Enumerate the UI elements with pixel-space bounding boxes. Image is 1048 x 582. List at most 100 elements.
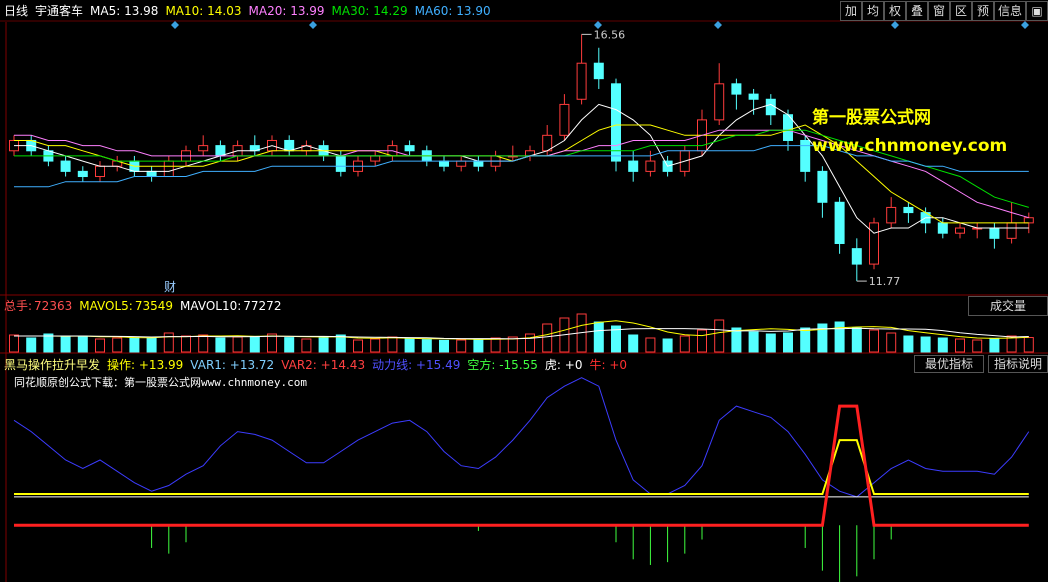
toolbar-buttons: 加均权叠窗区预信息 ▣ <box>839 1 1048 21</box>
candle-body <box>1023 217 1034 224</box>
volume-bar <box>215 337 226 353</box>
event-marker[interactable] <box>714 21 722 29</box>
toolbar-button[interactable]: 权 <box>883 1 906 21</box>
indicator-legend-item: 牛: +0 <box>589 358 628 372</box>
event-marker[interactable] <box>309 21 317 29</box>
mavol-label: MAVOL5: <box>79 299 133 313</box>
volume-bar <box>490 337 501 353</box>
mavol-value: 77272 <box>243 299 282 313</box>
volume-bar <box>77 335 88 353</box>
volume-bar <box>181 335 191 353</box>
volume-bar <box>439 339 449 353</box>
indicator-legend-item: VAR2: +14.43 <box>281 358 366 372</box>
candle-body <box>163 160 174 178</box>
volume-bar <box>869 329 879 353</box>
volume-bar <box>955 338 965 353</box>
volume-bar <box>473 339 484 353</box>
volume-bar <box>284 337 295 353</box>
volume-bar <box>593 321 604 353</box>
volume-bar <box>851 327 862 353</box>
ma-line <box>14 129 1029 208</box>
volume-bar <box>748 331 759 353</box>
toolbar-button[interactable]: 预 <box>971 1 994 21</box>
candle-body <box>851 248 862 265</box>
volume-bar <box>783 332 793 353</box>
volume-bar <box>765 333 776 353</box>
volume-bar <box>989 337 1000 353</box>
ma-legend: MA60: 13.90 <box>414 4 491 18</box>
volume-bar <box>972 339 983 353</box>
volume-bar <box>9 334 19 353</box>
volume-bar <box>370 338 381 353</box>
toolbar-button[interactable]: 加 <box>839 1 862 21</box>
volume-legend: 总手: 72363 MAVOL5: 73549 MAVOL10: 77272 <box>4 297 281 315</box>
candle-body <box>95 165 105 178</box>
candle-body <box>404 145 415 152</box>
volume-bar <box>611 325 621 353</box>
candle-body <box>869 222 879 265</box>
ma-legend: MA30: 14.29 <box>331 4 408 18</box>
period[interactable]: 日线 <box>4 4 29 18</box>
volume-bar <box>714 319 725 353</box>
candle-body <box>765 98 776 116</box>
low-annotation: 11.77 <box>869 275 901 288</box>
volume-bar <box>903 335 914 353</box>
watermark: 第一股票公式网 <box>812 108 931 128</box>
volume-bar <box>95 338 105 353</box>
mavol-line <box>14 327 1029 340</box>
volume-bar <box>731 327 742 353</box>
watermark: www.chnmoney.com <box>812 136 1008 156</box>
volume-button[interactable]: 成交量 <box>968 296 1048 316</box>
candle-body <box>800 139 811 172</box>
toolbar-button[interactable]: 信息 <box>993 1 1026 21</box>
volume-label: 总手: <box>4 299 33 313</box>
event-marker[interactable] <box>171 21 179 29</box>
indicator-legend-item: 操作: +13.99 <box>107 358 184 372</box>
event-marker[interactable] <box>1021 21 1029 29</box>
volume-bar <box>421 339 432 353</box>
indicator-legend-item: 动力线: +15.49 <box>372 358 461 372</box>
volume-bar <box>60 336 71 353</box>
candle-body <box>198 145 209 152</box>
toolbar-button[interactable]: 区 <box>949 1 972 21</box>
candle-body <box>559 103 570 136</box>
volume-bar <box>318 337 329 353</box>
volume-bar <box>542 323 553 353</box>
toolbar-button[interactable]: ▣ <box>1026 1 1048 21</box>
toolbar-button[interactable]: 叠 <box>905 1 928 21</box>
candle-body <box>645 160 656 172</box>
toolbar-button[interactable]: 均 <box>861 1 884 21</box>
volume-bar <box>920 336 931 353</box>
candle-body <box>748 93 759 100</box>
volume-bar <box>1006 335 1017 353</box>
candle-body <box>886 206 897 224</box>
volume-bar <box>163 332 174 353</box>
price-legend: 日线 宇通客车 MA5: 13.98 MA10: 14.03 MA20: 13.99… <box>4 2 491 20</box>
formula-note: 同花顺原创公式下载：第一股票公式网www.chnmoney.com <box>14 376 307 389</box>
volume-value: 72363 <box>34 299 73 313</box>
volume-bar <box>628 334 639 353</box>
indicator-button[interactable]: 指标说明 <box>988 355 1048 373</box>
finance-marker[interactable]: 财 <box>164 280 177 294</box>
volume-bar <box>1023 337 1034 353</box>
toolbar-button[interactable]: 窗 <box>927 1 950 21</box>
event-marker[interactable] <box>594 21 602 29</box>
candle-body <box>611 83 621 162</box>
volume-bar <box>886 332 897 353</box>
indicator-button[interactable]: 最优指标 <box>914 355 984 373</box>
candle-body <box>215 145 226 157</box>
volume-bar <box>26 337 37 353</box>
indicator-line <box>14 439 1029 495</box>
volume-bar <box>112 337 123 353</box>
event-marker[interactable] <box>891 21 899 29</box>
indicator-line <box>13 377 1030 498</box>
candle-body <box>335 155 346 172</box>
candle-body <box>817 170 828 203</box>
volume-bar <box>937 337 948 353</box>
volume-bar <box>662 338 673 353</box>
candle-body <box>473 160 484 167</box>
ma-line <box>14 145 1029 188</box>
volume-bar <box>834 321 845 353</box>
